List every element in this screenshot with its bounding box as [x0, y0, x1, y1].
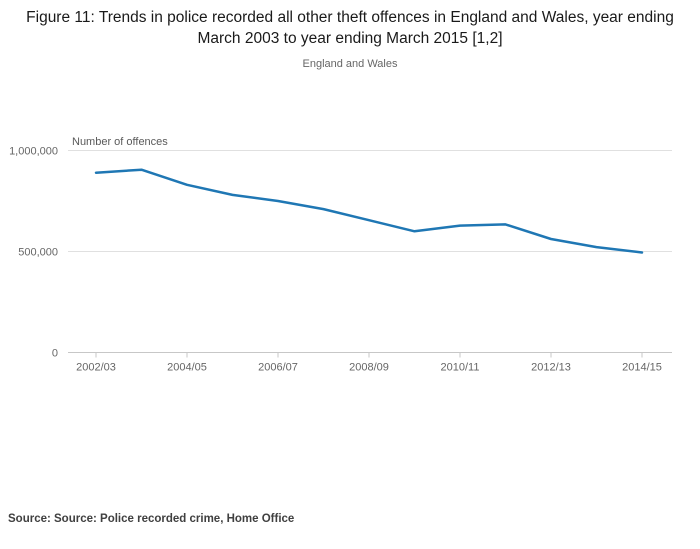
x-tick-label: 2012/13 [531, 362, 571, 374]
chart-title: Figure 11: Trends in police recorded all… [26, 9, 674, 48]
x-tick-label: 2002/03 [76, 362, 116, 374]
source-note: Source: Source: Police recorded crime, H… [8, 513, 295, 525]
x-tick-label: 2004/05 [167, 362, 207, 374]
x-tick-label: 2008/09 [349, 362, 389, 374]
y-tick-label: 500,000 [18, 247, 58, 259]
y-tick-label: 1,000,000 [9, 146, 58, 158]
chart-subtitle: England and Wales [302, 58, 398, 70]
x-tick-label: 2014/15 [622, 362, 662, 374]
x-tick-label: 2006/07 [258, 362, 298, 374]
data-line-series [94, 168, 644, 254]
y-axis-title: Number of offences [72, 136, 168, 148]
y-tick-label: 0 [52, 348, 58, 360]
x-tick-label: 2010/11 [441, 362, 480, 374]
